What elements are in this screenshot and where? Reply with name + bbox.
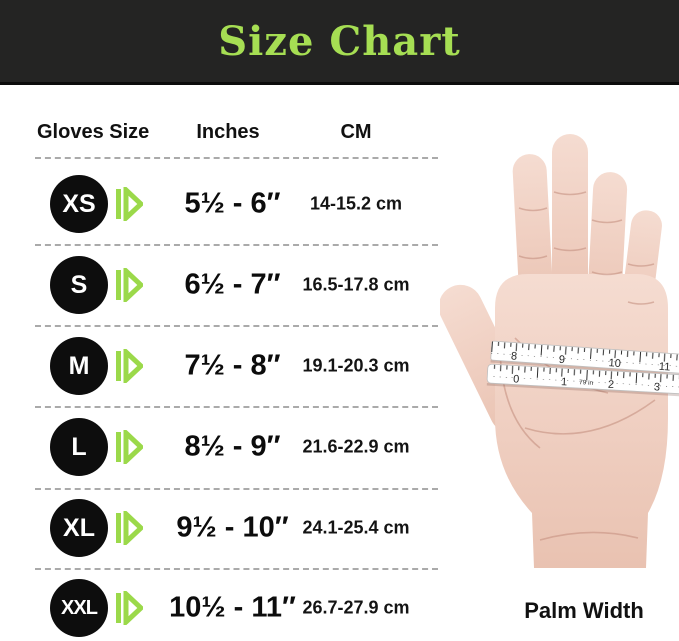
cm-value: 19.1-20.3 cm	[302, 355, 410, 376]
row-divider	[35, 488, 438, 490]
size-badge: XS	[50, 175, 108, 233]
arrow-right-icon	[116, 187, 143, 221]
inches-value: 6½ - 7″	[184, 268, 281, 301]
inches-value: 5½ - 6″	[184, 187, 281, 220]
tape-number: 1	[561, 376, 568, 388]
table-row-xs: XS 5½ - 6″ 14-15.2 cm	[0, 164, 440, 244]
cm-value: 16.5-17.8 cm	[302, 274, 410, 295]
inches-value: 8½ - 9″	[184, 430, 281, 463]
arrow-right-icon	[116, 511, 143, 545]
arrow-right-icon	[116, 349, 143, 383]
row-divider	[35, 244, 438, 246]
row-divider	[35, 406, 438, 408]
table-row-s: S 6½ - 7″ 16.5-17.8 cm	[0, 245, 440, 325]
cm-value: 26.7-27.9 cm	[302, 597, 410, 618]
column-header-cm: CM	[340, 121, 372, 143]
cm-value: 21.6-22.9 cm	[302, 436, 410, 457]
row-divider	[35, 568, 438, 570]
size-badge: XXL	[50, 579, 108, 637]
tape-number: 9	[558, 354, 565, 366]
column-header-gloves-size: Gloves Size	[37, 121, 150, 143]
inches-value: 9½ - 10″	[176, 511, 289, 544]
arrow-right-icon	[116, 268, 143, 302]
table-row-xl: XL 9½ - 10″ 24.1-25.4 cm	[0, 488, 440, 568]
row-divider	[35, 157, 438, 159]
inches-value: 7½ - 8″	[184, 349, 281, 382]
tape-lower-strip: 0 1 2 3 79 in	[486, 363, 679, 397]
inches-value: 10½ - 11″	[169, 591, 296, 624]
tape-number: 11	[658, 361, 670, 374]
size-badge: M	[50, 337, 108, 395]
column-header-inches: Inches	[196, 121, 260, 143]
size-badge: L	[50, 418, 108, 476]
tape-number: 8	[510, 350, 517, 362]
header-bar: Size Chart	[0, 0, 679, 85]
table-row-l: L 8½ - 9″ 21.6-22.9 cm	[0, 407, 440, 487]
table-row-xxl: XXL 10½ - 11″ 26.7-27.9 cm	[0, 568, 440, 641]
tape-length-mark: 79 in	[579, 379, 594, 387]
page-title: Size Chart	[218, 17, 461, 65]
hand-photo: 8 9 10 11 0 1 2 3 79 in	[440, 134, 679, 568]
table-row-m: M 7½ - 8″ 19.1-20.3 cm	[0, 326, 440, 406]
cm-value: 14-15.2 cm	[309, 193, 403, 214]
cm-value: 24.1-25.4 cm	[302, 517, 410, 538]
size-badge: S	[50, 256, 108, 314]
arrow-right-icon	[116, 430, 143, 464]
arrow-right-icon	[116, 591, 143, 625]
middle-finger	[552, 134, 588, 316]
size-badge: XL	[50, 499, 108, 557]
tape-number: 0	[513, 373, 520, 385]
tape-number: 10	[608, 357, 621, 370]
skin-creases	[499, 191, 656, 541]
palm-width-label: Palm Width	[524, 598, 644, 623]
palm-and-wrist	[495, 274, 668, 568]
row-divider	[35, 325, 438, 327]
tape-number: 3	[654, 381, 661, 393]
tape-number: 2	[608, 379, 615, 391]
